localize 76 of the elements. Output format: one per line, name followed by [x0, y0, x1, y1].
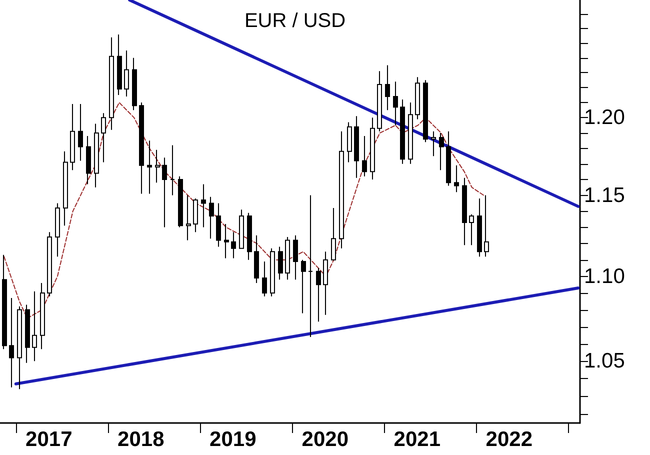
candlestick [293, 234, 298, 280]
x-tick-label: 2019 [210, 428, 256, 451]
candlestick [331, 208, 336, 260]
line-series [4, 102, 484, 319]
candlestick [17, 306, 22, 390]
candlestick [377, 70, 382, 132]
candlestick [231, 232, 236, 259]
candlestick [393, 81, 398, 126]
candlestick [308, 194, 313, 338]
candlestick [117, 34, 122, 96]
candlestick [316, 268, 321, 322]
candlestick [32, 290, 37, 362]
candlestick [70, 104, 75, 171]
candlestick [124, 50, 129, 98]
x-tick-label: 2017 [26, 428, 72, 451]
candlestick [162, 157, 167, 228]
candlestick [370, 117, 375, 180]
candlestick [446, 130, 451, 186]
x-tick-label: 2020 [302, 428, 349, 451]
candlestick [339, 130, 344, 249]
candlestick [147, 140, 152, 194]
candlestick [55, 202, 60, 258]
candlestick [278, 246, 283, 280]
candlestick [94, 123, 99, 188]
candlestick [47, 232, 52, 297]
y-tick-label: 1.05 [584, 350, 625, 373]
candlestick [193, 198, 198, 233]
candlestick [9, 298, 14, 388]
candlestick [454, 164, 459, 193]
candlestick [239, 209, 244, 249]
candlestick [323, 251, 328, 316]
candlestick [78, 104, 83, 162]
y-tick-label: 1.20 [584, 106, 625, 130]
candlestick [254, 234, 259, 284]
candlestick [462, 177, 467, 246]
candlestick [63, 150, 68, 226]
candlestick [469, 214, 474, 246]
candlestick [262, 260, 267, 297]
candlestick [170, 144, 175, 196]
candlestick [415, 76, 420, 120]
candlestick [408, 102, 413, 164]
candlestick [301, 259, 306, 314]
candlestick [439, 132, 444, 171]
candlestick [224, 224, 229, 259]
text: EUR / USD [244, 10, 346, 32]
candlestick [2, 254, 7, 350]
candlestick [155, 149, 160, 184]
candlestick [216, 202, 221, 248]
y-tick-label: 1.10 [584, 264, 625, 288]
candlestick [132, 57, 137, 111]
candlestick [186, 194, 191, 241]
candlestick [354, 116, 359, 178]
candlestick [431, 130, 436, 157]
y-tick-label: 1.15 [584, 184, 625, 207]
candlestick [178, 176, 183, 228]
candlestick [101, 112, 106, 163]
x-tick-label: 2022 [486, 428, 533, 451]
candlestick [139, 102, 144, 194]
candlestick [477, 198, 482, 258]
candlestick [247, 212, 252, 260]
candlestick [362, 136, 367, 177]
candlestick [484, 194, 489, 258]
candlestick [285, 236, 290, 280]
x-tick-label: 2018 [118, 428, 165, 451]
candlestick [86, 136, 91, 185]
candlestick [25, 304, 30, 364]
candlestick [385, 64, 390, 111]
candlestick [423, 80, 428, 143]
x-tick-label: 2021 [394, 428, 441, 451]
candlestick [201, 184, 206, 228]
candlestick [400, 99, 405, 164]
candlestick [40, 282, 45, 350]
candlestick [270, 248, 275, 297]
candlestick [109, 36, 114, 130]
candlestick [347, 122, 352, 163]
candlestick [209, 196, 214, 240]
